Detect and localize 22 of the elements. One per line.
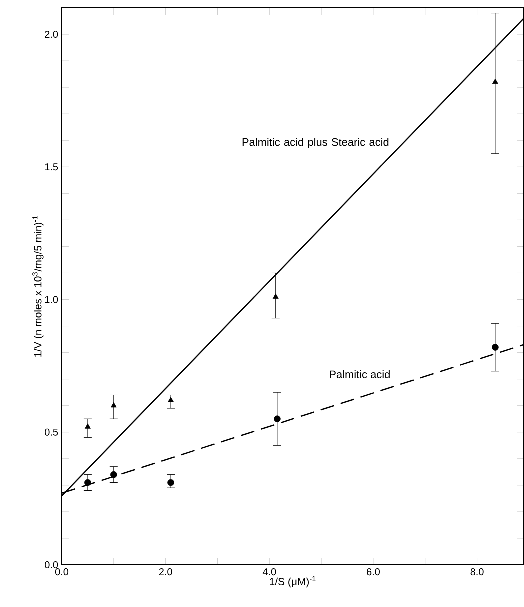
point [274,416,281,423]
y-tick-label: 0.5 [45,428,58,436]
x-tick-label: 8.0 [470,568,484,576]
y-tick-label: 1.5 [45,164,58,171]
point [110,471,118,478]
y-tick-label: 1.0 [45,296,58,304]
x-tick-label: 6.0 [367,568,380,576]
x-axis-title: 1/S (μM)$^{-1}$ [270,576,316,588]
point [84,479,92,486]
series-label: Palmitic acid [330,370,390,378]
y-axis-title: 1/V (n moles x 10$^{3}$/mg/5 min)$^{-1}$ [32,216,44,357]
y-tick-label: 2.0 [45,30,58,38]
point [84,424,91,429]
point [272,294,279,299]
x-tick-label: 4.0 [262,568,276,576]
point [492,344,499,351]
x-tick-label: 0.0 [55,568,69,576]
point [492,78,498,84]
y-tick-label: 0.0 [45,561,58,569]
series-label: Palmitic acid plus Stearic acid [242,138,389,148]
point [110,402,117,408]
x-tick-label: 2.0 [159,568,172,576]
